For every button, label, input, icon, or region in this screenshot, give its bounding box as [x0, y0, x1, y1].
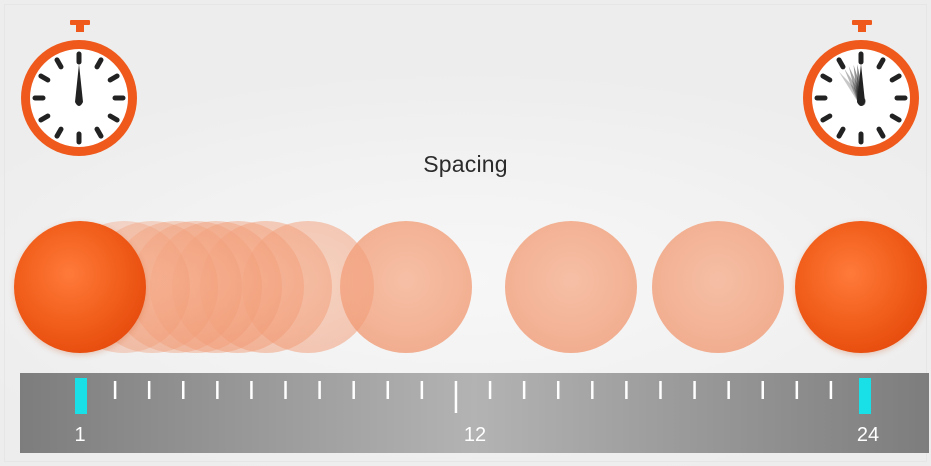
ball-ghost	[505, 221, 637, 353]
ball-ghost	[242, 221, 374, 353]
stopwatch-tick	[107, 73, 120, 83]
ball-ghost	[172, 221, 304, 353]
stopwatch-tick	[54, 126, 64, 139]
diagram-title: Spacing	[423, 151, 508, 177]
stopwatch-icon	[14, 18, 144, 163]
stopwatch-tick	[820, 113, 833, 123]
stopwatch-motion-icon	[796, 18, 926, 163]
stopwatch-hand	[857, 64, 865, 106]
timeline-bar	[20, 373, 929, 453]
timeline-label-end: 24	[856, 424, 880, 446]
keyframe-marker	[859, 378, 871, 414]
ball-ghost	[652, 221, 784, 353]
timeline-label-mid: 12	[463, 424, 487, 446]
ball-end	[795, 221, 927, 353]
stopwatch-tick	[94, 57, 104, 70]
stopwatch-tick	[820, 73, 833, 83]
stopwatch-tick	[836, 126, 846, 139]
stopwatch-tick	[38, 113, 51, 123]
stopwatch-tick	[38, 73, 51, 83]
ball-ghost	[200, 221, 332, 353]
stopwatch-tick	[107, 113, 120, 123]
stopwatch-tick	[889, 113, 902, 123]
keyframe-marker	[75, 378, 87, 414]
stopwatch-tick	[54, 57, 64, 70]
stopwatch-tick	[876, 57, 886, 70]
ball-start	[14, 221, 146, 353]
ball-ghost	[150, 221, 282, 353]
timeline-label-start: 1	[74, 424, 86, 446]
stopwatch-tick	[94, 126, 104, 139]
stopwatch-tick	[876, 126, 886, 139]
ball-ghost	[130, 221, 262, 353]
stopwatch-tick	[889, 73, 902, 83]
stopwatch-tick	[836, 57, 846, 70]
